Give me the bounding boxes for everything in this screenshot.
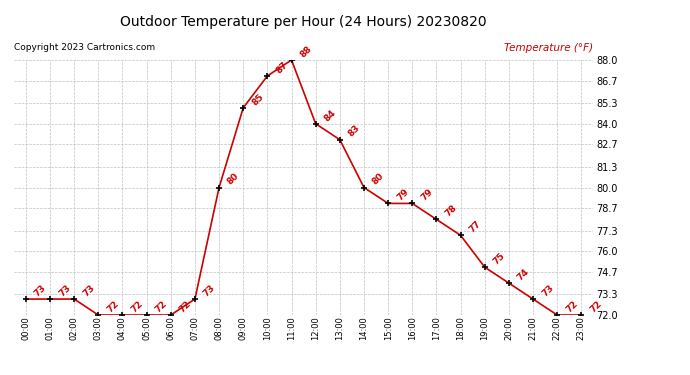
Text: 72: 72 bbox=[130, 299, 145, 314]
Text: Temperature (°F): Temperature (°F) bbox=[504, 43, 593, 53]
Text: 85: 85 bbox=[250, 92, 266, 107]
Text: 77: 77 bbox=[468, 219, 483, 234]
Text: Copyright 2023 Cartronics.com: Copyright 2023 Cartronics.com bbox=[14, 43, 155, 52]
Text: 73: 73 bbox=[33, 283, 48, 298]
Text: 72: 72 bbox=[178, 299, 193, 314]
Text: 78: 78 bbox=[444, 203, 459, 219]
Text: 72: 72 bbox=[154, 299, 169, 314]
Text: 73: 73 bbox=[540, 283, 555, 298]
Text: 80: 80 bbox=[371, 172, 386, 187]
Text: 84: 84 bbox=[323, 108, 338, 123]
Text: 72: 72 bbox=[564, 299, 580, 314]
Text: Outdoor Temperature per Hour (24 Hours) 20230820: Outdoor Temperature per Hour (24 Hours) … bbox=[120, 15, 487, 29]
Text: 72: 72 bbox=[106, 299, 121, 314]
Text: 88: 88 bbox=[299, 44, 314, 59]
Text: 74: 74 bbox=[516, 267, 531, 282]
Text: 79: 79 bbox=[420, 187, 435, 202]
Text: 72: 72 bbox=[589, 299, 604, 314]
Text: 75: 75 bbox=[492, 251, 507, 266]
Text: 73: 73 bbox=[57, 283, 72, 298]
Text: 79: 79 bbox=[395, 187, 411, 202]
Text: 73: 73 bbox=[202, 283, 217, 298]
Text: 87: 87 bbox=[275, 60, 290, 75]
Text: 83: 83 bbox=[347, 124, 362, 139]
Text: 80: 80 bbox=[226, 172, 241, 187]
Text: 73: 73 bbox=[81, 283, 97, 298]
